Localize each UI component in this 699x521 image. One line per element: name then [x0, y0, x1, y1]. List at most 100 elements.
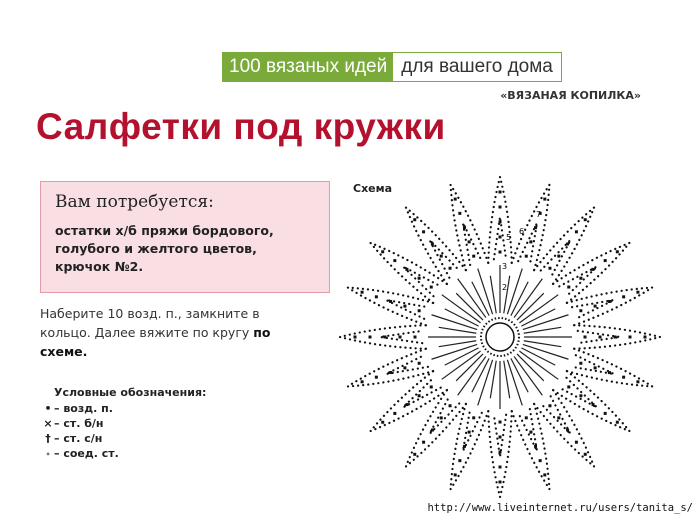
sc-mark: [462, 444, 466, 448]
sc-mark: [498, 480, 502, 484]
petal-inner: [402, 265, 442, 298]
series-name: «ВЯЗАНАЯ КОПИЛКА»: [500, 89, 641, 102]
sc-mark: [413, 218, 417, 222]
stitch-line: [503, 360, 511, 399]
instructions-bold: по схеме.: [40, 325, 271, 359]
stitch-line: [503, 275, 511, 314]
sc-mark: [458, 459, 462, 463]
stitch-line: [489, 275, 497, 314]
sc-mark: [405, 267, 409, 271]
stitch-line: [523, 326, 562, 334]
stitch-line: [521, 347, 556, 366]
stitch-line: [510, 358, 529, 393]
page-title: Салфетки под кружки: [36, 106, 446, 147]
sc-mark: [417, 361, 421, 365]
row-label: 3: [502, 262, 507, 271]
stitch-line: [444, 347, 479, 366]
sc-mark: [593, 366, 597, 370]
sc-mark: [393, 411, 397, 415]
sc-mark: [607, 371, 611, 375]
stitch-line: [513, 278, 543, 318]
sc-mark: [498, 420, 502, 424]
petal-outer: [565, 286, 653, 327]
petal-inner: [517, 407, 539, 452]
sc-mark: [462, 226, 466, 230]
sc-mark: [498, 235, 502, 239]
sc-mark: [374, 295, 378, 299]
sc-mark: [603, 411, 607, 415]
sc-mark: [538, 459, 542, 463]
sc-mark: [374, 375, 378, 379]
legend-heading: Условные обозначения:: [54, 386, 207, 399]
stitch-line: [477, 268, 494, 315]
sc-mark: [579, 361, 583, 365]
sc-mark: [583, 335, 587, 339]
row-label: 2: [502, 283, 507, 292]
sc-mark: [430, 428, 434, 432]
sc-mark: [393, 259, 397, 263]
requirements-box: Вам потребуется: остатки х/б пряжи бордо…: [40, 181, 330, 293]
stitch-line: [441, 294, 481, 324]
stitch-line: [455, 353, 484, 382]
stitch-line: [431, 343, 478, 360]
sc-mark: [498, 465, 502, 469]
band-white-text: для вашего дома: [393, 53, 561, 81]
petal-outer: [487, 409, 513, 498]
petal-outer: [565, 347, 653, 388]
sc-mark: [567, 285, 571, 289]
instructions-text: Наберите 10 возд. п., замкните в кольцо.…: [40, 306, 260, 340]
petal-outer: [487, 176, 513, 265]
sc-mark: [448, 404, 452, 408]
petal-inner: [402, 376, 442, 409]
sc-mark: [389, 371, 393, 375]
sc-mark: [403, 304, 407, 308]
row-label: 6: [519, 227, 524, 236]
stitch-line: [438, 326, 477, 334]
stitch-line: [523, 340, 562, 348]
petal-inner: [517, 222, 539, 267]
petal-inner: [576, 329, 621, 345]
sc-mark: [567, 385, 571, 389]
sc-mark: [413, 335, 417, 339]
sc-mark: [398, 335, 402, 339]
sc-mark: [498, 205, 502, 209]
petal-inner: [558, 376, 598, 409]
sc-mark: [636, 290, 640, 294]
schema-label: Схема: [353, 182, 393, 195]
sc-mark: [622, 375, 626, 379]
stitch-line: [471, 358, 490, 393]
sc-mark: [498, 190, 502, 194]
sc-mark: [534, 226, 538, 230]
sc-mark: [403, 366, 407, 370]
sc-mark: [413, 452, 417, 456]
sc-mark: [574, 440, 578, 444]
sc-mark: [538, 211, 542, 215]
sc-mark: [548, 266, 552, 270]
sc-mark: [429, 285, 433, 289]
petal-outer: [369, 241, 449, 305]
petal-outer: [449, 402, 490, 490]
legend-item: ×– ст. б/н: [42, 416, 206, 431]
row-label: 7: [536, 210, 541, 219]
petal-outer: [449, 184, 490, 272]
petal-outer: [510, 184, 551, 272]
sc-mark: [615, 420, 619, 424]
requirements-text: остатки х/б пряжи бордового, голубого и …: [55, 223, 274, 274]
sc-mark: [360, 380, 364, 384]
stitch-line: [513, 356, 543, 396]
sc-mark: [529, 430, 533, 434]
sc-mark: [579, 276, 583, 280]
sc-mark: [622, 295, 626, 299]
stitch-line: [444, 308, 479, 327]
sc-mark: [405, 403, 409, 407]
sc-mark: [439, 416, 443, 420]
stitch-line: [522, 343, 569, 360]
petal-inner: [492, 413, 508, 458]
petal-outer: [551, 369, 631, 433]
sc-mark: [636, 380, 640, 384]
sc-mark: [383, 335, 387, 339]
sc-mark: [453, 197, 457, 201]
stitch-line: [519, 294, 559, 324]
sc-mark: [603, 259, 607, 263]
petal-outer: [572, 324, 661, 350]
